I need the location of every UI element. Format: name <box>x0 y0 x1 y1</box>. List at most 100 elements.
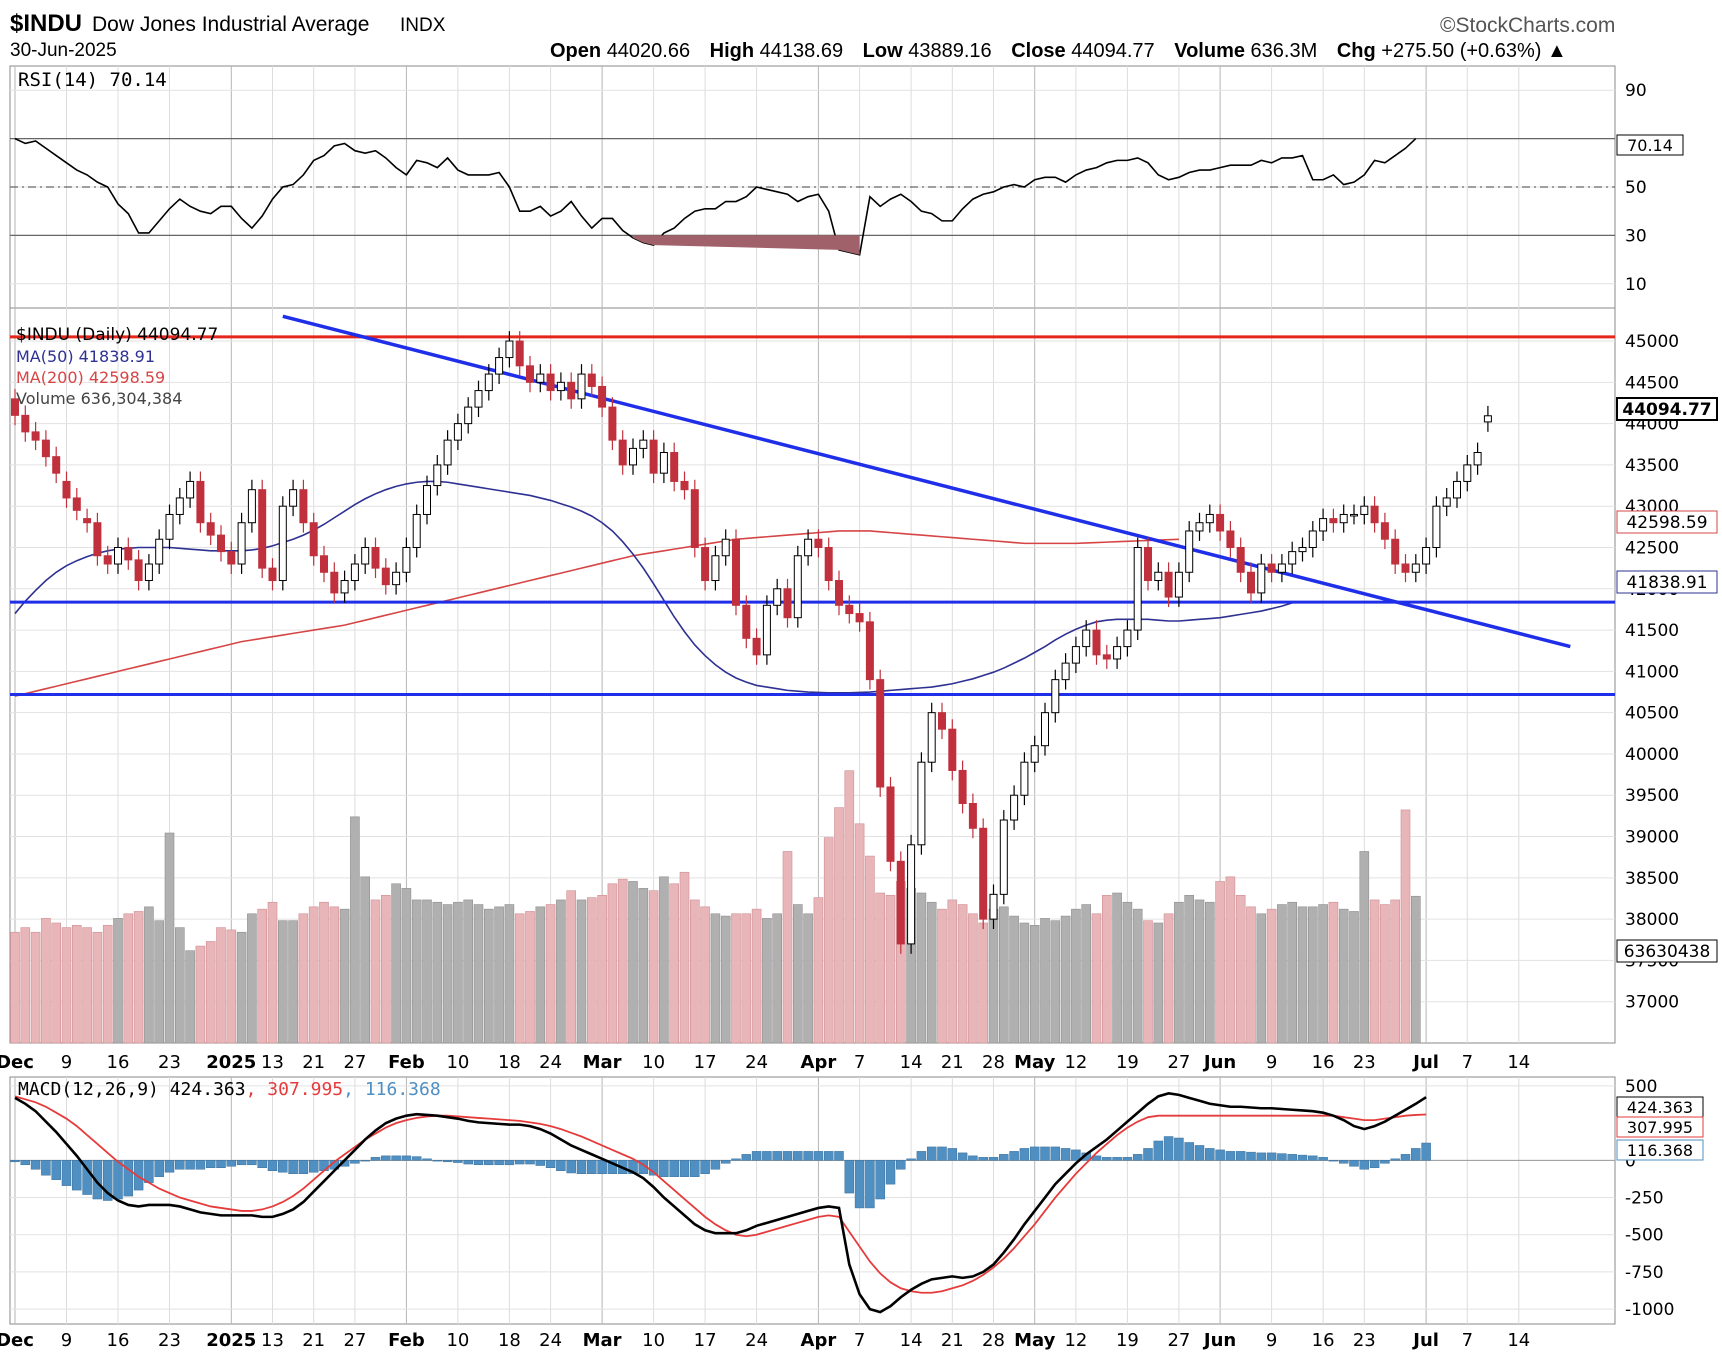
x-tick-label: 9 <box>61 1330 72 1351</box>
price-tick-label: 44500 <box>1625 373 1679 393</box>
x-tick-label: 21 <box>941 1052 964 1073</box>
candle-body <box>577 373 586 400</box>
macd-histogram-bar <box>1194 1145 1205 1161</box>
macd-histogram-bar <box>1009 1151 1019 1161</box>
candle-body <box>824 546 833 582</box>
volume-bar <box>401 888 412 1044</box>
candle-body <box>196 480 205 524</box>
x-tick-label: 16 <box>1312 1330 1335 1351</box>
volume-bar <box>731 913 741 1044</box>
candle-body <box>1380 522 1389 540</box>
volume-bar <box>648 890 659 1044</box>
x-tick-label: 24 <box>745 1330 768 1351</box>
x-tick-label: 28 <box>982 1330 1005 1351</box>
macd-histogram-bar <box>720 1160 731 1164</box>
candle-body <box>1247 571 1255 594</box>
ma200-legend-text: MA(200) 42598.59 <box>16 368 165 387</box>
x-tick-label: 10 <box>642 1330 665 1351</box>
macd-histogram-bar <box>885 1160 896 1185</box>
candle-body <box>1422 546 1431 565</box>
macd-histogram-bar <box>772 1151 782 1161</box>
candle-body <box>309 522 318 557</box>
candle-body <box>526 365 534 383</box>
x-tick-label: Apr <box>801 1052 837 1073</box>
macd-histogram-bar <box>257 1160 267 1169</box>
macd-histogram-bar <box>154 1160 164 1177</box>
up-arrow-icon: ▲ <box>1541 40 1567 62</box>
volume-bar <box>689 899 700 1044</box>
volume-bar <box>185 950 195 1044</box>
candle-body <box>474 390 483 408</box>
macd-histogram-bar <box>370 1157 381 1161</box>
volume-bar <box>288 920 298 1044</box>
ma50-line <box>14 480 1303 694</box>
macd-histogram-bar <box>937 1146 947 1161</box>
x-tick-label: 2025 <box>206 1330 256 1351</box>
x-tick-label: 14 <box>1507 1052 1530 1073</box>
volume-bar <box>360 876 371 1044</box>
x-tick-label: 13 <box>261 1052 284 1073</box>
macd-histogram-bar <box>916 1151 927 1161</box>
candle-body <box>1236 546 1245 573</box>
price-tick-label: 38000 <box>1625 910 1679 930</box>
x-tick-label: 27 <box>1167 1330 1190 1351</box>
ohlc-summary: Open 44020.66 High 44138.69 Low 43889.16… <box>550 40 1567 63</box>
macd-histogram-bar <box>1308 1155 1318 1161</box>
x-tick-label: 21 <box>941 1330 964 1351</box>
x-tick-label: 10 <box>446 1052 469 1073</box>
candle-body <box>330 571 339 594</box>
volume-bar <box>1184 895 1194 1044</box>
macd-histogram-bar <box>1143 1148 1153 1161</box>
macd-histogram-bar <box>20 1160 31 1166</box>
macd-histogram-bar <box>679 1160 690 1177</box>
volume-bar <box>792 904 803 1044</box>
x-tick-label: 17 <box>694 1330 717 1351</box>
candle-body <box>1401 563 1410 573</box>
macd-histogram-bar <box>1318 1157 1328 1161</box>
macd-histogram-bar <box>844 1160 855 1194</box>
candle-body <box>1092 629 1101 656</box>
candle-body <box>227 551 236 565</box>
macd-histogram-bar <box>535 1160 546 1166</box>
macd-legend-signal: 307.995 <box>267 1079 343 1100</box>
macd-tick-label: 500 <box>1625 1077 1657 1097</box>
macd-histogram-bar <box>1256 1152 1267 1161</box>
macd-histogram-bar <box>988 1157 999 1161</box>
ma50-legend-text: MA(50) 41838.91 <box>16 347 155 366</box>
high-value: 44138.69 <box>759 40 844 62</box>
volume-bar <box>617 878 628 1044</box>
macd-histogram-bar <box>648 1160 659 1176</box>
candle-body <box>618 439 627 466</box>
macd-histogram-bar <box>690 1160 700 1177</box>
candle-body <box>237 522 246 565</box>
macd-histogram-bar <box>1205 1148 1215 1161</box>
x-tick-label: 21 <box>302 1052 325 1073</box>
volume-bar <box>1112 892 1122 1044</box>
macd-histogram-bar <box>700 1160 710 1174</box>
volume-bar <box>144 906 154 1044</box>
macd-histogram-bar <box>854 1160 865 1209</box>
candle-body <box>927 712 936 763</box>
candle-body <box>495 357 504 375</box>
macd-tick-label: -750 <box>1625 1263 1664 1283</box>
candle-body <box>835 580 843 606</box>
candle-body <box>186 480 195 499</box>
brand-logo[interactable]: ©StockCharts.com <box>1440 14 1616 37</box>
price-tick-label: 41000 <box>1625 662 1679 682</box>
x-tick-label: 27 <box>1167 1052 1190 1073</box>
macd-histogram-bar <box>1380 1160 1390 1164</box>
price-tick-label: 43500 <box>1625 456 1679 476</box>
candle-body <box>1432 505 1441 548</box>
macd-histogram-bar <box>10 1160 20 1163</box>
ma50-tag: 41838.91 <box>1616 570 1718 594</box>
macd-histogram-bar <box>41 1160 51 1176</box>
candle-body <box>505 340 514 359</box>
candle-body <box>83 518 92 524</box>
volume-bar <box>1132 908 1143 1044</box>
macd-histogram-bar <box>247 1160 257 1166</box>
candle-body <box>979 827 988 920</box>
x-tick-label: 9 <box>1266 1052 1277 1073</box>
candle-body <box>464 406 473 425</box>
candle-body <box>381 567 390 586</box>
